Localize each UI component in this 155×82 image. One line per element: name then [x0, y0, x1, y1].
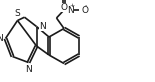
- Text: N: N: [67, 5, 74, 15]
- Text: N: N: [39, 22, 46, 31]
- Text: -: -: [84, 3, 87, 8]
- Text: N: N: [25, 65, 32, 74]
- Text: +: +: [69, 3, 75, 8]
- Text: O: O: [60, 3, 67, 12]
- Text: O: O: [82, 5, 89, 15]
- Text: N: N: [0, 34, 3, 43]
- Text: S: S: [15, 9, 20, 17]
